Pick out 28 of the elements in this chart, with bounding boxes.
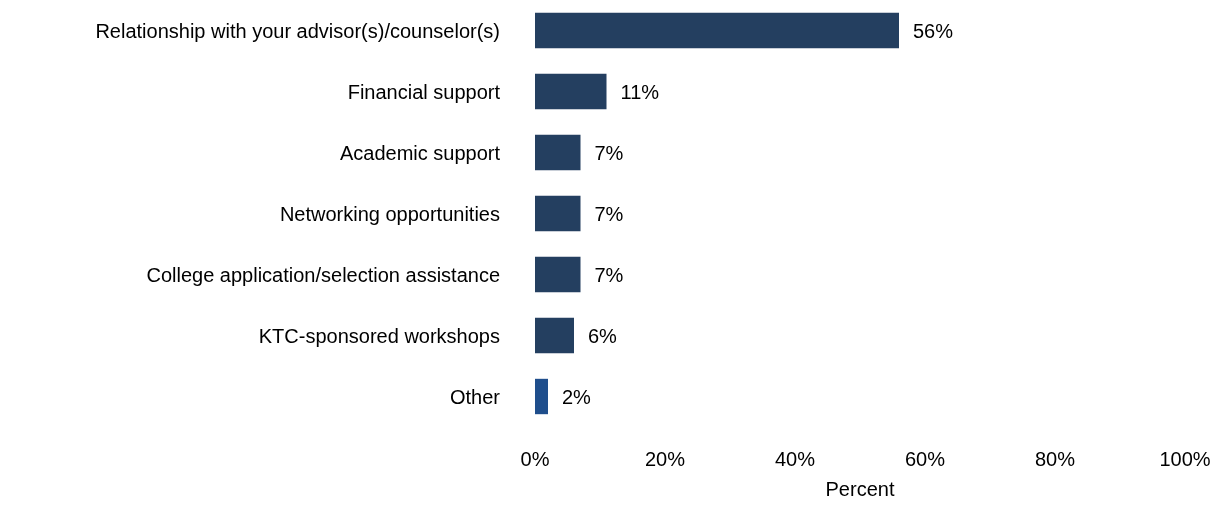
x-tick-label: 80% — [1034, 448, 1076, 470]
x-tick-label: 20% — [644, 448, 686, 470]
data-label: 7% — [594, 141, 624, 164]
x-axis-title: Percent — [825, 478, 895, 500]
x-tick-label: 40% — [774, 448, 816, 470]
bar — [535, 12, 899, 49]
data-label: 6% — [588, 324, 618, 347]
y-tick-label: Networking opportunities — [279, 202, 500, 225]
y-tick-label: Relationship with your advisor(s)/counselor(s) — [95, 19, 500, 42]
data-label: 11% — [620, 80, 660, 103]
bar — [535, 378, 548, 415]
y-tick-label: Financial support — [347, 80, 501, 103]
bar — [535, 73, 607, 110]
data-label: 2% — [562, 385, 592, 408]
bar — [535, 317, 574, 354]
x-tick-label: 100% — [1159, 448, 1211, 470]
data-label: 7% — [594, 263, 624, 286]
bar — [535, 195, 581, 232]
y-tick-label: Academic support — [339, 141, 501, 164]
data-label: 56% — [913, 19, 954, 42]
y-tick-label: Other — [449, 385, 501, 408]
bar — [535, 256, 581, 293]
x-tick-label: 0% — [520, 448, 550, 470]
y-tick-label: KTC-sponsored workshops — [258, 324, 500, 347]
y-tick-label: College application/selection assistance — [146, 263, 500, 286]
x-tick-label: 60% — [904, 448, 946, 470]
data-label: 7% — [594, 202, 624, 225]
bar — [535, 134, 581, 171]
